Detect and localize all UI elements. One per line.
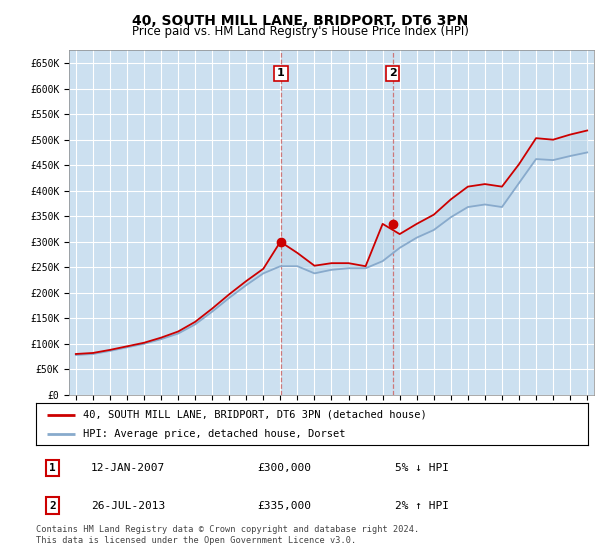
Text: 2: 2 [389,68,397,78]
Text: £300,000: £300,000 [257,463,311,473]
Text: 12-JAN-2007: 12-JAN-2007 [91,463,166,473]
Text: 40, SOUTH MILL LANE, BRIDPORT, DT6 3PN (detached house): 40, SOUTH MILL LANE, BRIDPORT, DT6 3PN (… [83,409,427,419]
Text: 2: 2 [49,501,56,511]
Text: HPI: Average price, detached house, Dorset: HPI: Average price, detached house, Dors… [83,429,346,439]
Text: 5% ↓ HPI: 5% ↓ HPI [395,463,449,473]
Text: 1: 1 [49,463,56,473]
Text: 40, SOUTH MILL LANE, BRIDPORT, DT6 3PN: 40, SOUTH MILL LANE, BRIDPORT, DT6 3PN [132,14,468,28]
Text: 2% ↑ HPI: 2% ↑ HPI [395,501,449,511]
Text: Price paid vs. HM Land Registry's House Price Index (HPI): Price paid vs. HM Land Registry's House … [131,25,469,38]
Text: Contains HM Land Registry data © Crown copyright and database right 2024.
This d: Contains HM Land Registry data © Crown c… [36,525,419,545]
Text: 1: 1 [277,68,285,78]
Text: £335,000: £335,000 [257,501,311,511]
Text: 26-JUL-2013: 26-JUL-2013 [91,501,166,511]
